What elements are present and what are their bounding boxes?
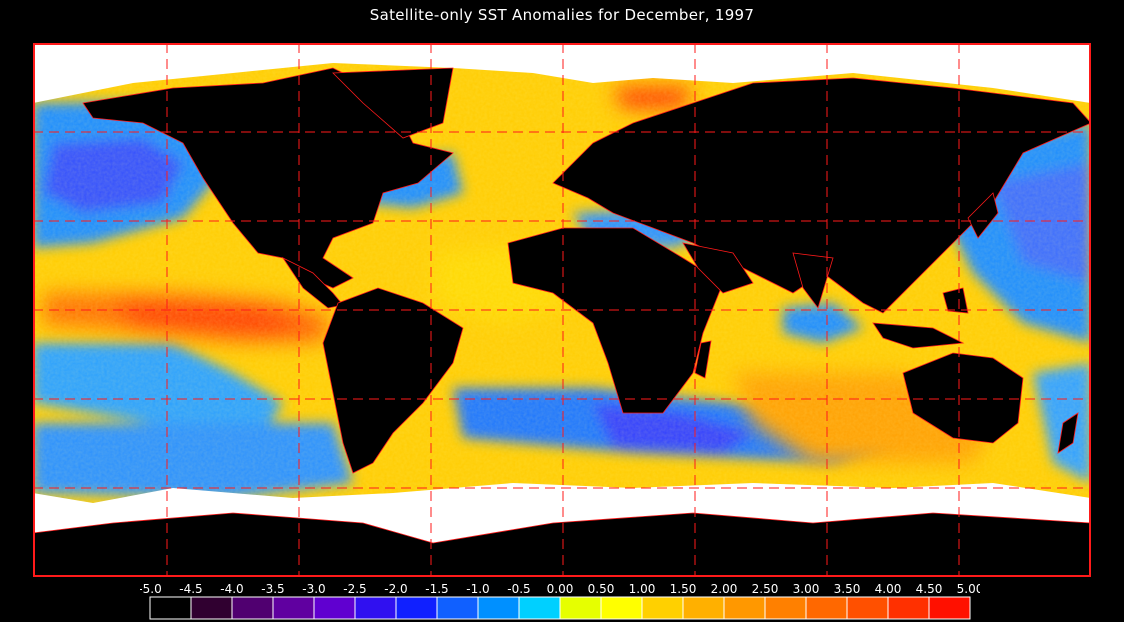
africa	[507, 227, 724, 414]
colorbar-label: 3.50	[834, 582, 861, 596]
colorbar-swatch	[395, 596, 438, 620]
colorbar-label: -4.5	[179, 582, 202, 596]
colorbar-swatches	[149, 596, 971, 620]
colorbar-label: -0.5	[507, 582, 530, 596]
colorbar-swatch	[846, 596, 889, 620]
colorbar-label: 0.00	[547, 582, 574, 596]
colorbar-label: -3.0	[302, 582, 325, 596]
colorbar-swatch	[600, 596, 643, 620]
colorbar-swatch	[354, 596, 397, 620]
colorbar-swatch	[518, 596, 561, 620]
colorbar-label: -2.5	[343, 582, 366, 596]
colorbar-label: 1.50	[670, 582, 697, 596]
colorbar-swatch	[190, 596, 233, 620]
colorbar-label: 0.50	[588, 582, 615, 596]
colorbar-label: -5.0	[140, 582, 162, 596]
colorbar-swatch	[928, 596, 971, 620]
sst-anomaly-map	[33, 43, 1091, 577]
map-title: Satellite-only SST Anomalies for Decembe…	[369, 6, 755, 24]
colorbar-swatch	[641, 596, 684, 620]
colorbar-swatch	[272, 596, 315, 620]
colorbar-label: -2.0	[384, 582, 407, 596]
colorbar-swatch	[559, 596, 602, 620]
colorbar-swatch	[805, 596, 848, 620]
lat-lon-grid	[35, 45, 1089, 575]
colorbar-label: -1.5	[425, 582, 448, 596]
colorbar-swatch	[436, 596, 479, 620]
colorbar-label: 4.00	[875, 582, 902, 596]
colorbar-swatch	[723, 596, 766, 620]
colorbar-labels: -5.0 -4.5 -4.0 -3.5 -3.0 -2.5 -2.0 -1.5 -1.0 -0.5…	[140, 582, 980, 596]
colorbar-label: 4.50	[916, 582, 943, 596]
antarctica	[35, 512, 1089, 575]
colorbar-label: 3.00	[793, 582, 820, 596]
colorbar-label: 1.00	[629, 582, 656, 596]
colorbar-label: -3.5	[261, 582, 284, 596]
colorbar-swatch	[764, 596, 807, 620]
colorbar-swatch	[682, 596, 725, 620]
south-america	[322, 287, 464, 474]
colorbar-label: 5.00	[957, 582, 980, 596]
colorbar-label: 2.50	[752, 582, 779, 596]
greenland	[332, 67, 454, 139]
landmasses	[35, 67, 1089, 575]
colorbar-swatch	[887, 596, 930, 620]
australia	[902, 352, 1024, 444]
map-frame	[33, 43, 1091, 577]
colorbar-label: -4.0	[220, 582, 243, 596]
color-scale: -5.0 -4.5 -4.0 -3.5 -3.0 -2.5 -2.0 -1.5 -1.0 -0.5…	[140, 582, 980, 620]
colorbar-label: -1.0	[466, 582, 489, 596]
colorbar-label: 2.00	[711, 582, 738, 596]
colorbar-swatch	[231, 596, 274, 620]
colorbar-swatch	[149, 596, 192, 620]
colorbar-swatch	[313, 596, 356, 620]
eurasia	[552, 77, 1089, 314]
colorbar-swatch	[477, 596, 520, 620]
